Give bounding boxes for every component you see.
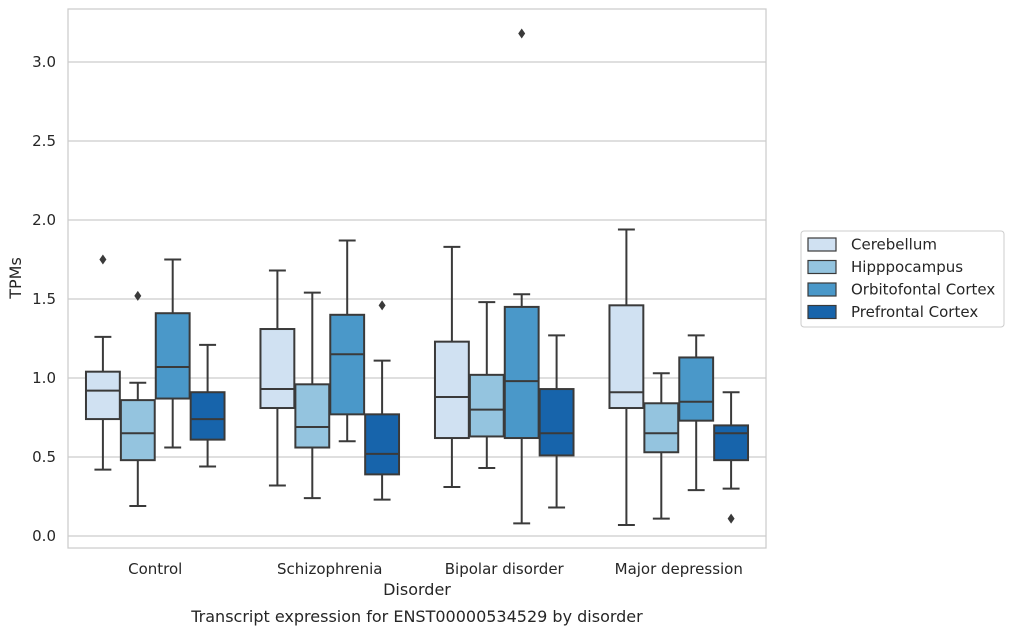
box-body (503, 305, 540, 440)
boxes (84, 28, 750, 526)
box-2-3 (538, 334, 575, 509)
box-3-3 (713, 391, 750, 524)
box-2-1 (468, 301, 505, 470)
box-2-0 (433, 245, 470, 489)
box-body (294, 383, 331, 449)
legend-swatch (807, 259, 837, 275)
legend-swatch (807, 237, 837, 252)
x-tick-labels: Control Schizophrenia Bipolar disorder Majo… (128, 560, 743, 578)
y-tick-label: 1.0 (32, 369, 56, 387)
box-body (538, 388, 575, 457)
y-tick-label: 2.5 (32, 132, 56, 150)
box-0-3 (189, 343, 226, 468)
box-body (119, 399, 156, 462)
outlier-point (378, 300, 386, 311)
legend-swatch (807, 282, 837, 297)
y-tick-label: 2.0 (32, 211, 56, 229)
box-3-1 (643, 372, 680, 520)
box-body (154, 312, 191, 400)
legend: Cerebellum Hipppocampus Orbitofontal Corte… (800, 230, 1005, 328)
x-tick-label: Control (128, 560, 182, 578)
legend-label: Orbitofontal Cortex (851, 281, 995, 299)
box-1-1 (294, 291, 331, 500)
legend-label: Hipppocampus (851, 258, 963, 276)
box-body (189, 391, 226, 441)
legend-swatch (807, 304, 837, 320)
box-1-2 (329, 239, 366, 443)
y-axis-label: TPMs (6, 257, 25, 300)
box-2-2 (503, 28, 540, 525)
x-tick-label: Bipolar disorder (445, 560, 565, 578)
legend-frame (800, 230, 1005, 328)
legend-label: Prefrontal Cortex (851, 303, 978, 321)
box-body (608, 304, 645, 410)
y-tick-label: 0.0 (32, 527, 56, 545)
x-axis-label: Disorder (383, 580, 451, 599)
box-body (259, 328, 296, 410)
box-3-0 (608, 228, 645, 526)
outlier-point (134, 290, 142, 301)
box-body (643, 402, 680, 454)
y-tick-label: 3.0 (32, 53, 56, 71)
legend-label: Cerebellum (851, 236, 937, 254)
box-body (468, 373, 505, 438)
outlier-point (518, 28, 526, 39)
box-0-1 (119, 290, 156, 507)
box-body (84, 370, 121, 421)
figure-caption: Transcript expression for ENST0000053452… (190, 607, 643, 626)
plot-area-frame (67, 8, 767, 549)
box-body (364, 413, 401, 476)
box-body (329, 313, 366, 416)
box-1-0 (259, 269, 296, 487)
outlier-point (99, 254, 107, 265)
box-1-3 (364, 300, 401, 501)
outlier-point (727, 513, 735, 524)
y-tick-labels: 0.0 0.5 1.0 1.5 2.0 2.5 3.0 (32, 53, 56, 545)
box-body (713, 424, 750, 462)
y-tick-label: 0.5 (32, 448, 56, 466)
box-body (433, 340, 470, 440)
box-3-2 (678, 334, 715, 492)
y-tick-label: 1.5 (32, 290, 56, 308)
box-0-2 (154, 258, 191, 449)
box-body (678, 356, 715, 422)
x-tick-label: Schizophrenia (277, 560, 382, 578)
x-tick-label: Major depression (615, 560, 743, 578)
box-0-0 (84, 254, 121, 471)
